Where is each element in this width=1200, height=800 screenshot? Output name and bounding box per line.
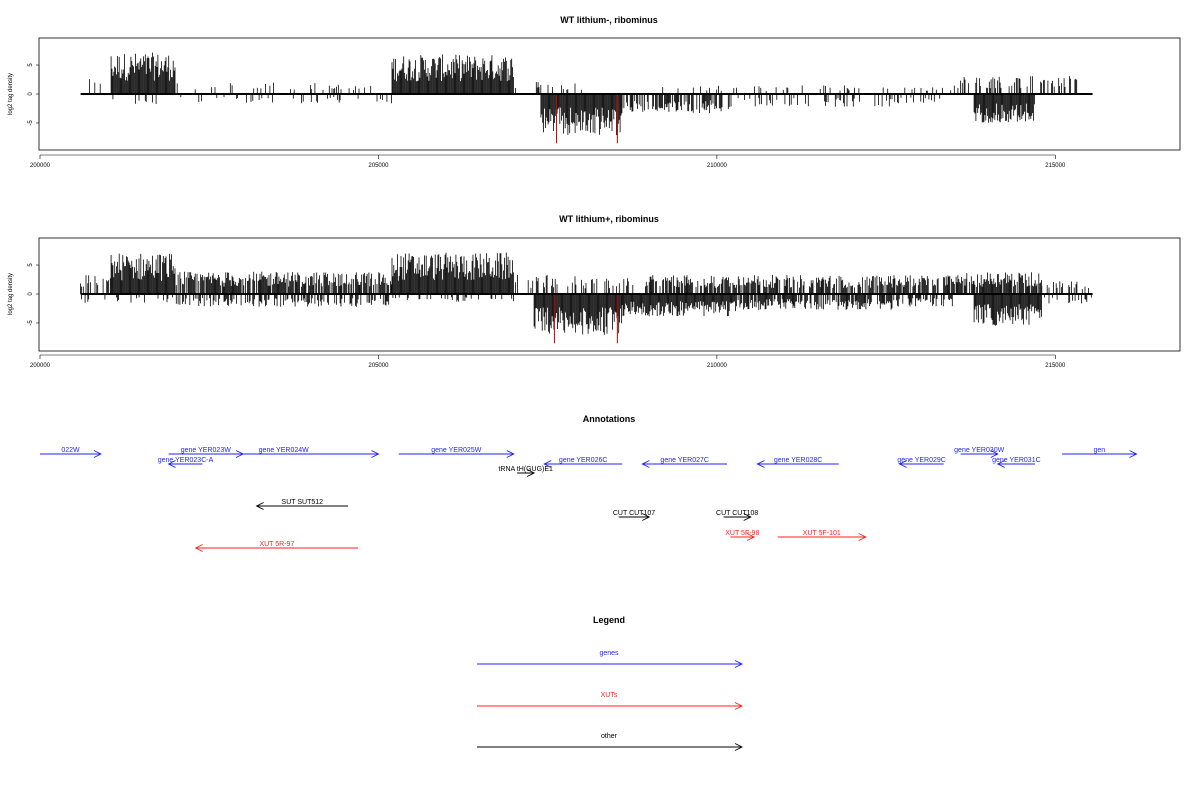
y-tick-label: 5 bbox=[28, 263, 34, 267]
coverage-bars bbox=[80, 252, 1092, 344]
track-title: WT lithium-, ribominus bbox=[560, 15, 658, 25]
feature-label: gen bbox=[1093, 447, 1105, 454]
legend-label: genes bbox=[599, 650, 619, 657]
feature-arrow bbox=[40, 450, 102, 458]
feature-label: gene YER029C bbox=[897, 457, 946, 464]
feature-label: SUT SUT512 bbox=[282, 499, 324, 506]
annotations-title: Annotations bbox=[583, 414, 636, 424]
y-tick-label: 5 bbox=[28, 63, 34, 67]
feature-label: 022W bbox=[61, 447, 80, 454]
legend-label: XUTs bbox=[601, 692, 618, 699]
feature-arrow bbox=[723, 513, 752, 521]
y-tick-label: 0 bbox=[28, 92, 34, 96]
feature-arrow bbox=[777, 533, 867, 541]
legend-arrow-other bbox=[477, 743, 744, 751]
annotation-features: 022W gene YER023W gene YER023C-A gene YER02… bbox=[40, 447, 1138, 552]
feature-label: XUT 5R-97 bbox=[259, 541, 294, 548]
y-tick-label: -5 bbox=[28, 320, 34, 326]
feature-label: gene YER023C-A bbox=[158, 457, 214, 464]
y-tick-label: 0 bbox=[28, 292, 34, 296]
feature-arrow bbox=[398, 450, 515, 458]
feature-label: gene YER024W bbox=[259, 447, 309, 454]
feature-arrow bbox=[188, 450, 380, 458]
y-tick-label: -5 bbox=[28, 120, 34, 126]
legend: Legend genes XUTs other bbox=[477, 615, 744, 751]
feature-arrow bbox=[618, 513, 651, 521]
track-lithium-minus: WT lithium-, ribominus log2 tag density … bbox=[8, 15, 1181, 169]
x-tick-label: 210000 bbox=[707, 163, 728, 169]
feature-label: XUT 5F-98 bbox=[725, 530, 759, 537]
coverage-bars bbox=[89, 52, 1078, 144]
feature-label: CUT CUT107 bbox=[613, 510, 655, 517]
feature-arrow bbox=[898, 460, 944, 468]
feature-arrow bbox=[641, 460, 728, 468]
feature-label: tRNA tH(GUG)E1 bbox=[498, 466, 553, 473]
legend-title: Legend bbox=[593, 615, 625, 625]
feature-label: XUT 5F-101 bbox=[803, 530, 841, 537]
feature-arrow bbox=[517, 469, 536, 477]
axes: 5 0 -5 200000 205000 210000 215000 bbox=[28, 63, 1093, 169]
legend-arrow-gene bbox=[477, 660, 744, 668]
feature-label: gene YER026C bbox=[559, 457, 608, 464]
legend-arrow-xut bbox=[477, 702, 744, 710]
y-axis-label: log2 tag density bbox=[8, 273, 14, 315]
feature-label: CUT CUT108 bbox=[716, 510, 758, 517]
feature-arrow bbox=[960, 450, 999, 458]
feature-arrow bbox=[1062, 450, 1138, 458]
x-tick-label: 205000 bbox=[368, 163, 389, 169]
x-tick-label: 210000 bbox=[707, 363, 728, 369]
x-tick-label: 215000 bbox=[1045, 163, 1066, 169]
track-title: WT lithium+, ribominus bbox=[559, 214, 659, 224]
feature-arrow bbox=[255, 502, 348, 510]
track-lithium-plus: WT lithium+, ribominus log2 tag density … bbox=[8, 214, 1181, 369]
feature-arrow bbox=[756, 460, 839, 468]
x-tick-label: 200000 bbox=[30, 363, 51, 369]
feature-arrow bbox=[996, 460, 1036, 468]
feature-label: gene YER030W bbox=[954, 447, 1004, 454]
feature-arrow bbox=[730, 533, 756, 541]
feature-label: gene YER028C bbox=[774, 457, 823, 464]
feature-label: gene YER031C bbox=[992, 457, 1041, 464]
x-tick-label: 200000 bbox=[30, 163, 51, 169]
feature-arrow bbox=[194, 544, 359, 552]
legend-items: genes XUTs other bbox=[477, 650, 744, 751]
x-tick-label: 215000 bbox=[1045, 363, 1066, 369]
feature-arrow bbox=[167, 460, 203, 468]
y-axis-label: log2 tag density bbox=[8, 73, 14, 115]
axes: 5 0 -5 200000 205000 210000 215000 bbox=[28, 263, 1093, 369]
annotations-panel: Annotations 022W gene YER023W gene YER023C… bbox=[40, 414, 1138, 552]
feature-label: gene YER027C bbox=[660, 457, 709, 464]
feature-label: gene YER025W bbox=[431, 447, 481, 454]
feature-label: gene YER023W bbox=[181, 447, 231, 454]
x-tick-label: 205000 bbox=[368, 363, 389, 369]
feature-arrow bbox=[543, 460, 623, 468]
legend-label: other bbox=[601, 733, 618, 740]
